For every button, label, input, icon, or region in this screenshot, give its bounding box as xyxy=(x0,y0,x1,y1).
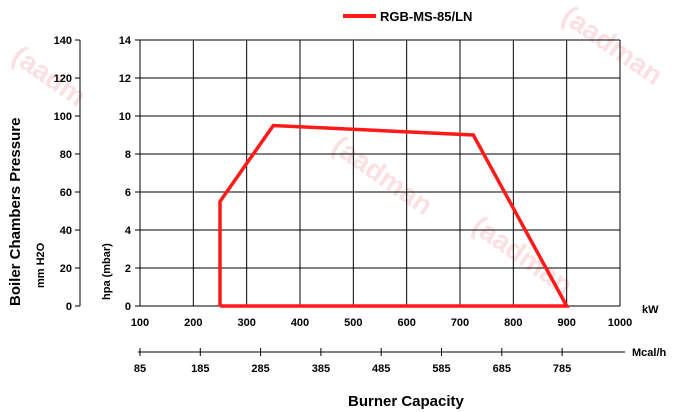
y2-tick-label: 100 xyxy=(54,111,72,123)
y-tick-label: 2 xyxy=(125,263,131,275)
x-tick-label: 300 xyxy=(237,317,255,329)
x2-tick-label: 785 xyxy=(553,363,571,375)
y2-tick-label: 0 xyxy=(66,301,72,313)
y2-axis-label: mm H2O xyxy=(35,242,47,288)
x2-tick-label: 185 xyxy=(191,363,209,375)
x-tick-label: 500 xyxy=(344,317,362,329)
y2-tick-label: 40 xyxy=(60,225,72,237)
series-line xyxy=(218,123,570,308)
y2-tick-label: 20 xyxy=(60,263,72,275)
x-tick-label: 900 xyxy=(557,317,575,329)
y-tick-label: 14 xyxy=(119,35,132,47)
legend-label: RGB-MS-85/LN xyxy=(380,9,472,24)
x-tick-label: 800 xyxy=(504,317,522,329)
y2-tick-label: 60 xyxy=(60,187,72,199)
y2-tick-label: 80 xyxy=(60,149,72,161)
y-tick-label: 8 xyxy=(125,149,131,161)
x2-tick-label: 585 xyxy=(432,363,450,375)
x-tick-label: 600 xyxy=(397,317,415,329)
y-axis-label: hpa (mbar) xyxy=(101,243,113,300)
y-tick-label: 6 xyxy=(125,187,131,199)
x2-tick-label: 285 xyxy=(251,363,269,375)
y-axis-title: Boiler Chambers Pressure xyxy=(7,118,24,306)
x-axis-unit: kW xyxy=(642,304,659,316)
x-tick-label: 200 xyxy=(184,317,202,329)
y2-tick-label: 140 xyxy=(54,35,72,47)
plot-axes xyxy=(75,39,625,356)
x2-tick-label: 85 xyxy=(134,363,146,375)
x-tick-label: 400 xyxy=(291,317,309,329)
y-tick-label: 0 xyxy=(125,301,131,313)
x-axis-title: Burner Capacity xyxy=(348,393,465,410)
svg-text:(aadman: (aadman xyxy=(557,0,669,91)
y-tick-label: 10 xyxy=(119,111,131,123)
series-layer xyxy=(218,123,570,308)
x-tick-label: 100 xyxy=(131,317,149,329)
x2-tick-label: 685 xyxy=(493,363,511,375)
x-tick-label: 1000 xyxy=(608,317,632,329)
y-tick-label: 12 xyxy=(119,73,131,85)
legend: RGB-MS-85/LN xyxy=(343,9,472,24)
tick-labels: 100 200 300 400 500 600 700 800 900 1000024681012… xyxy=(54,35,633,375)
x2-tick-label: 485 xyxy=(372,363,390,375)
x-tick-label: 700 xyxy=(451,317,469,329)
svg-text:(aadman: (aadman xyxy=(327,130,439,221)
y2-tick-label: 120 xyxy=(54,73,72,85)
x2-axis-unit: Mcal/h xyxy=(632,347,667,359)
y-tick-label: 4 xyxy=(125,225,132,237)
svg-text:(aadm: (aadm xyxy=(7,40,92,113)
x2-tick-label: 385 xyxy=(312,363,330,375)
